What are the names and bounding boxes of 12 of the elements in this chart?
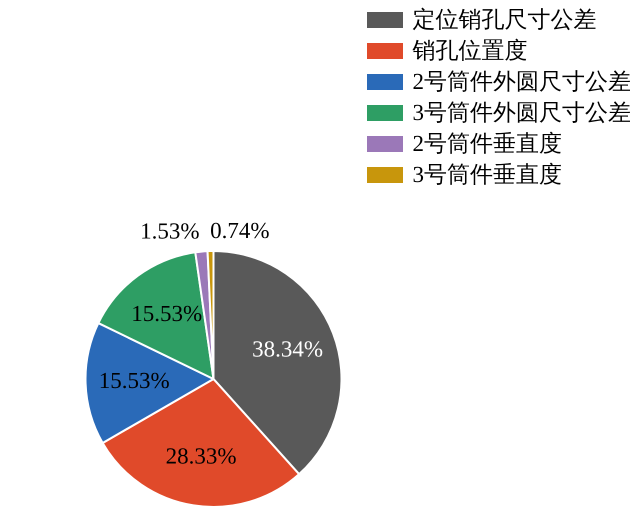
legend-label: 定位销孔尺寸公差 [412,6,596,34]
data-label: 15.53% [131,300,202,326]
data-label: 28.33% [166,443,237,468]
data-label: 0.74% [210,218,270,243]
data-label: 15.53% [98,368,170,393]
data-label: 38.34% [252,336,324,362]
legend-label: 销孔位置度 [412,37,528,65]
legend-label: 3号筒件垂直度 [412,161,562,189]
legend-label: 2号筒件垂直度 [412,130,562,158]
data-label: 1.53% [140,218,200,244]
legend-label: 2号筒件外圆尺寸公差 [412,68,631,96]
legend-label: 3号筒件外圆尺寸公差 [412,99,631,127]
